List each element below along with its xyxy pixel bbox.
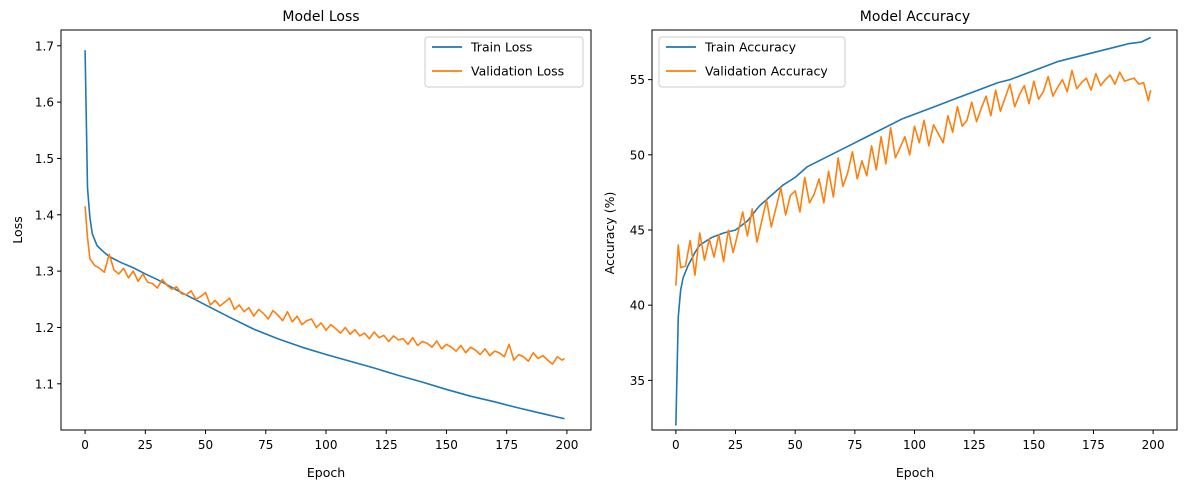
loss-x-tick-label: 125	[375, 438, 398, 452]
accuracy-x-tick-label: 175	[1082, 438, 1105, 452]
loss-legend: Train Loss Validation Loss	[424, 36, 584, 88]
loss-series-validation-line	[84, 206, 565, 365]
accuracy-x-ticks: 0 25 50 75 100 125 150 175 200	[672, 430, 1165, 452]
accuracy-legend-box	[658, 36, 846, 88]
accuracy-series-validation-line	[675, 69, 1152, 286]
accuracy-y-tick-label: 40	[630, 299, 645, 313]
loss-series-train-line	[84, 50, 565, 420]
accuracy-x-tick-label: 100	[903, 438, 926, 452]
accuracy-y-tick-label: 50	[630, 148, 645, 162]
loss-y-tick-label: 1.7	[35, 39, 54, 53]
loss-chart-title: Model Loss	[282, 9, 359, 25]
accuracy-y-tick-label: 55	[630, 73, 645, 87]
accuracy-x-tick-label: 50	[788, 438, 803, 452]
accuracy-y-tick-label: 45	[630, 224, 645, 238]
loss-x-tick-label: 200	[555, 438, 578, 452]
accuracy-legend: Train Accuracy Validation Accuracy	[658, 36, 846, 88]
accuracy-x-tick-label: 25	[728, 438, 743, 452]
accuracy-x-tick-label: 150	[1022, 438, 1045, 452]
loss-x-tick-label: 100	[315, 438, 338, 452]
loss-legend-label-train: Train Loss	[470, 40, 532, 55]
accuracy-axes-frame	[651, 29, 1178, 431]
accuracy-x-axis-label: Epoch	[896, 465, 934, 480]
loss-legend-label-val: Validation Loss	[471, 64, 564, 79]
loss-y-tick-label: 1.5	[35, 152, 54, 166]
loss-y-tick-label: 1.6	[35, 96, 54, 110]
loss-x-axis-label: Epoch	[307, 465, 345, 480]
loss-x-tick-label: 50	[198, 438, 213, 452]
loss-x-tick-label: 25	[138, 438, 153, 452]
loss-axes-frame	[60, 29, 592, 431]
accuracy-chart: Model Accuracy 0 25 50 75 100 125 150 175 200 35…	[602, 9, 1178, 480]
loss-y-tick-label: 1.2	[35, 321, 54, 335]
loss-y-axis-label: Loss	[10, 216, 25, 243]
accuracy-legend-label-val: Validation Accuracy	[705, 64, 828, 79]
loss-x-tick-label: 75	[258, 438, 273, 452]
accuracy-series-train-line	[675, 36, 1152, 426]
loss-y-ticks: 1.1 1.2 1.3 1.4 1.5 1.6 1.7	[35, 39, 61, 391]
loss-x-ticks: 0 25 50 75 100 125 150 175 200	[81, 430, 578, 452]
loss-chart: Model Loss 0 25 50 75 100 125 150 175 200 1.1 1.2…	[10, 9, 592, 480]
accuracy-legend-label-train: Train Accuracy	[704, 40, 797, 55]
loss-y-tick-label: 1.3	[35, 265, 54, 279]
loss-y-tick-label: 1.1	[35, 377, 54, 391]
accuracy-y-ticks: 35 40 45 50 55	[630, 73, 652, 388]
loss-x-tick-label: 150	[435, 438, 458, 452]
accuracy-chart-title: Model Accuracy	[860, 9, 970, 25]
loss-x-tick-label: 175	[495, 438, 518, 452]
accuracy-x-tick-label: 125	[963, 438, 986, 452]
accuracy-series-layer	[675, 36, 1152, 426]
accuracy-x-tick-label: 200	[1142, 438, 1165, 452]
loss-x-tick-label: 0	[81, 438, 89, 452]
accuracy-x-tick-label: 0	[672, 438, 680, 452]
accuracy-y-tick-label: 35	[630, 374, 645, 388]
accuracy-plot-area: 0 25 50 75 100 125 150 175 200 35 40 45 50 55	[630, 29, 1178, 452]
accuracy-y-axis-label: Accuracy (%)	[602, 192, 617, 275]
loss-legend-box	[424, 36, 584, 88]
accuracy-x-tick-label: 75	[847, 438, 862, 452]
loss-plot-area: 0 25 50 75 100 125 150 175 200 1.11.21.31.41.51.…	[35, 29, 592, 452]
loss-series-layer	[84, 50, 565, 420]
loss-y-tick-label: 1.4	[35, 208, 54, 222]
